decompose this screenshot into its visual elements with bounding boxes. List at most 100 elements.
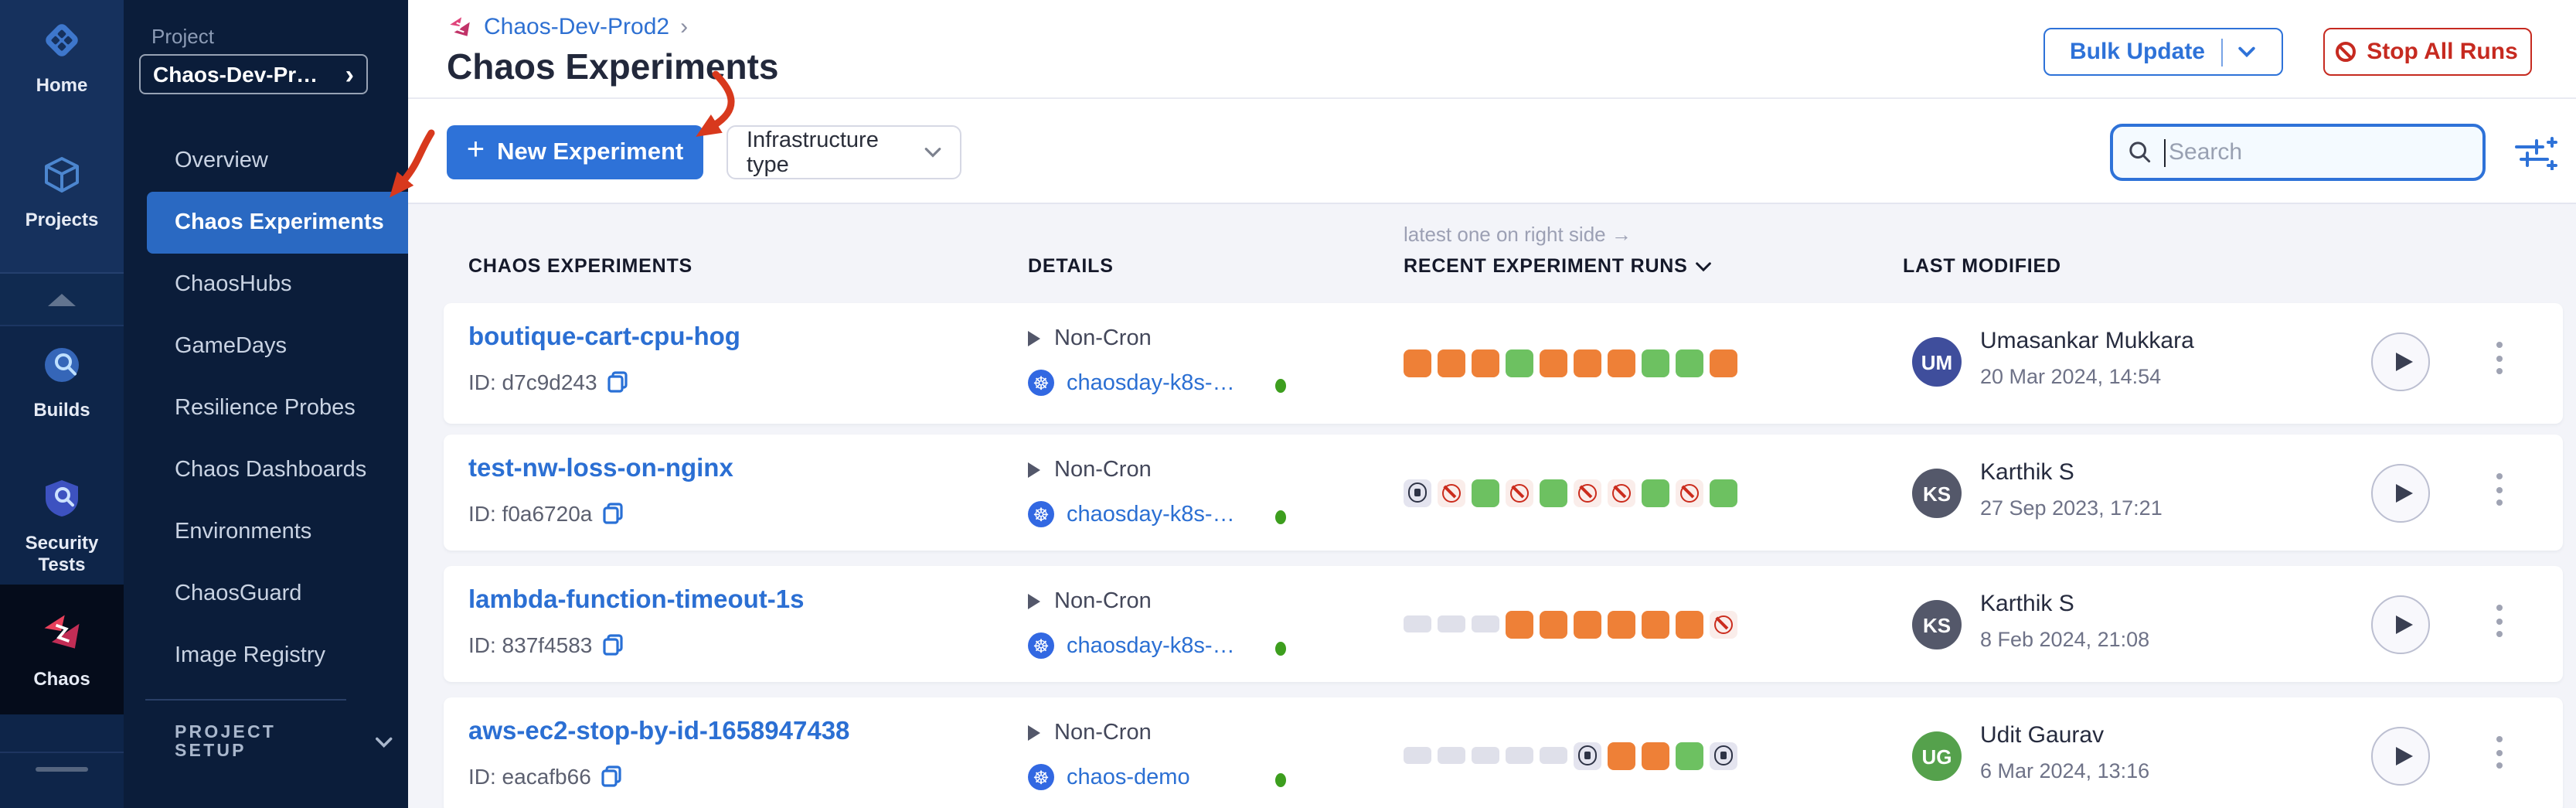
- run-tile-failed[interactable]: [1506, 479, 1533, 506]
- experiment-name-link[interactable]: lambda-function-timeout-1s: [468, 586, 805, 614]
- run-experiment-button[interactable]: [2371, 727, 2430, 786]
- run-tile-orange[interactable]: [1574, 349, 1601, 377]
- sidebar-item-chaosguard[interactable]: ChaosGuard: [124, 563, 408, 625]
- sidebar-item-chaos-dashboards[interactable]: Chaos Dashboards: [124, 439, 408, 501]
- sidebar-item-image-registry[interactable]: Image Registry: [124, 625, 408, 687]
- run-tile-orange[interactable]: [1540, 610, 1567, 638]
- run-tile-orange[interactable]: [1642, 742, 1669, 769]
- run-tile-stopped[interactable]: [1710, 742, 1737, 769]
- run-tile-green[interactable]: [1506, 349, 1533, 377]
- sidebar-item-overview[interactable]: Overview: [124, 130, 408, 192]
- row-menu-button[interactable]: [2493, 602, 2506, 640]
- sidebar-item-gamedays[interactable]: GameDays: [124, 315, 408, 377]
- run-tile-orange[interactable]: [1540, 349, 1567, 377]
- run-tile-stopped[interactable]: [1404, 479, 1431, 506]
- run-experiment-button[interactable]: [2371, 595, 2430, 654]
- row-menu-button[interactable]: [2493, 339, 2506, 377]
- copy-icon[interactable]: [603, 503, 623, 524]
- sidebar-item-chaos-experiments[interactable]: Chaos Experiments: [147, 192, 408, 254]
- rail-item-projects[interactable]: Projects: [0, 153, 124, 230]
- run-tile-green[interactable]: [1472, 479, 1499, 506]
- run-tile-failed[interactable]: [1438, 479, 1465, 506]
- sidebar-item-resilience-probes[interactable]: Resilience Probes: [124, 377, 408, 439]
- infrastructure-link[interactable]: chaos-demo: [1067, 765, 1190, 789]
- search-input[interactable]: [2169, 139, 2431, 165]
- new-experiment-button[interactable]: + New Experiment: [447, 125, 703, 179]
- infrastructure-link[interactable]: chaosday-k8s-…: [1067, 370, 1235, 395]
- run-tile-empty[interactable]: [1438, 615, 1465, 632]
- run-tile-empty[interactable]: [1404, 615, 1431, 632]
- run-tile-empty[interactable]: [1438, 747, 1465, 764]
- run-tile-orange[interactable]: [1506, 610, 1533, 638]
- experiment-row[interactable]: aws-ec2-stop-by-id-1658947438 ID: eacafb…: [444, 697, 2563, 808]
- run-tile-orange[interactable]: [1438, 349, 1465, 377]
- bulk-update-button[interactable]: Bulk Update: [2043, 28, 2282, 76]
- filter-icon[interactable]: [2514, 136, 2557, 170]
- project-setup-toggle[interactable]: PROJECT SETUP: [175, 724, 393, 761]
- search-box[interactable]: [2109, 124, 2485, 181]
- run-tile-green[interactable]: [1642, 479, 1669, 506]
- experiment-name-link[interactable]: aws-ec2-stop-by-id-1658947438: [468, 718, 850, 745]
- run-tile-empty[interactable]: [1472, 615, 1499, 632]
- run-tile-failed[interactable]: [1676, 479, 1703, 506]
- run-tile-orange[interactable]: [1574, 610, 1601, 638]
- run-tile-orange[interactable]: [1608, 349, 1635, 377]
- failed-icon: [1578, 483, 1597, 502]
- run-tile-orange[interactable]: [1472, 349, 1499, 377]
- run-tile-green[interactable]: [1540, 479, 1567, 506]
- experiment-name-link[interactable]: boutique-cart-cpu-hog: [468, 323, 740, 351]
- run-experiment-button[interactable]: [2371, 332, 2430, 391]
- run-tile-green[interactable]: [1676, 742, 1703, 769]
- run-tile-orange[interactable]: [1676, 610, 1703, 638]
- breadcrumb-link[interactable]: Chaos-Dev-Prod2: [484, 14, 670, 40]
- rail-item-security-tests[interactable]: Security Tests: [0, 476, 124, 575]
- run-tile-stopped[interactable]: [1574, 742, 1601, 769]
- chevron-right-icon: ›: [680, 14, 689, 40]
- sidebar-item-chaoshubs[interactable]: ChaosHubs: [124, 254, 408, 315]
- chevron-down-icon[interactable]: [2238, 46, 2255, 57]
- run-tile-orange[interactable]: [1404, 349, 1431, 377]
- infrastructure-link[interactable]: chaosday-k8s-…: [1067, 633, 1235, 658]
- experiment-row[interactable]: test-nw-loss-on-nginx ID: f0a6720a Non-C…: [444, 435, 2563, 551]
- sidebar-item-label: Resilience Probes: [175, 396, 356, 421]
- project-selector[interactable]: Chaos-Dev-Pr… ›: [139, 54, 368, 94]
- run-tile-empty[interactable]: [1506, 747, 1533, 764]
- run-tile-green[interactable]: [1642, 349, 1669, 377]
- run-tile-green[interactable]: [1710, 479, 1737, 506]
- infrastructure-link[interactable]: chaosday-k8s-…: [1067, 502, 1235, 527]
- experiment-name-link[interactable]: test-nw-loss-on-nginx: [468, 455, 733, 482]
- run-tile-orange[interactable]: [1642, 610, 1669, 638]
- run-tile-empty[interactable]: [1404, 747, 1431, 764]
- schedule-type: Non-Cron: [1028, 326, 1152, 351]
- run-tile-empty[interactable]: [1540, 747, 1567, 764]
- rail-item-builds[interactable]: Builds: [0, 343, 124, 421]
- run-tile-failed[interactable]: [1608, 479, 1635, 506]
- experiment-row[interactable]: lambda-function-timeout-1s ID: 837f4583 …: [444, 566, 2563, 682]
- run-tile-failed[interactable]: [1574, 479, 1601, 506]
- failed-icon: [1612, 483, 1631, 502]
- rail-more-indicator[interactable]: [36, 767, 88, 772]
- sidebar-item-label: Environments: [175, 520, 312, 544]
- stop-all-runs-button[interactable]: Stop All Runs: [2322, 28, 2531, 76]
- copy-icon[interactable]: [602, 765, 622, 787]
- column-header-recent-runs[interactable]: RECENT EXPERIMENT RUNS: [1404, 255, 1711, 277]
- run-tile-orange[interactable]: [1608, 742, 1635, 769]
- rail-collapse-toggle[interactable]: [0, 274, 124, 326]
- infrastructure-type-select[interactable]: Infrastructure type: [727, 125, 961, 179]
- run-tile-failed[interactable]: [1710, 610, 1737, 638]
- copy-icon[interactable]: [603, 634, 623, 656]
- row-menu-button[interactable]: [2493, 470, 2506, 509]
- modified-by-name: Karthik S: [1980, 459, 2074, 486]
- experiment-row[interactable]: boutique-cart-cpu-hog ID: d7c9d243 Non-C…: [444, 303, 2563, 424]
- rail-item-home[interactable]: Home: [0, 19, 124, 96]
- run-tile-orange[interactable]: [1710, 349, 1737, 377]
- copy-icon[interactable]: [607, 371, 628, 393]
- sidebar-item-environments[interactable]: Environments: [124, 501, 408, 563]
- run-tile-empty[interactable]: [1472, 747, 1499, 764]
- rail-item-chaos[interactable]: Chaos: [0, 609, 124, 690]
- run-experiment-button[interactable]: [2371, 464, 2430, 523]
- avatar: UM: [1912, 337, 1962, 387]
- row-menu-button[interactable]: [2493, 733, 2506, 772]
- run-tile-orange[interactable]: [1608, 610, 1635, 638]
- run-tile-green[interactable]: [1676, 349, 1703, 377]
